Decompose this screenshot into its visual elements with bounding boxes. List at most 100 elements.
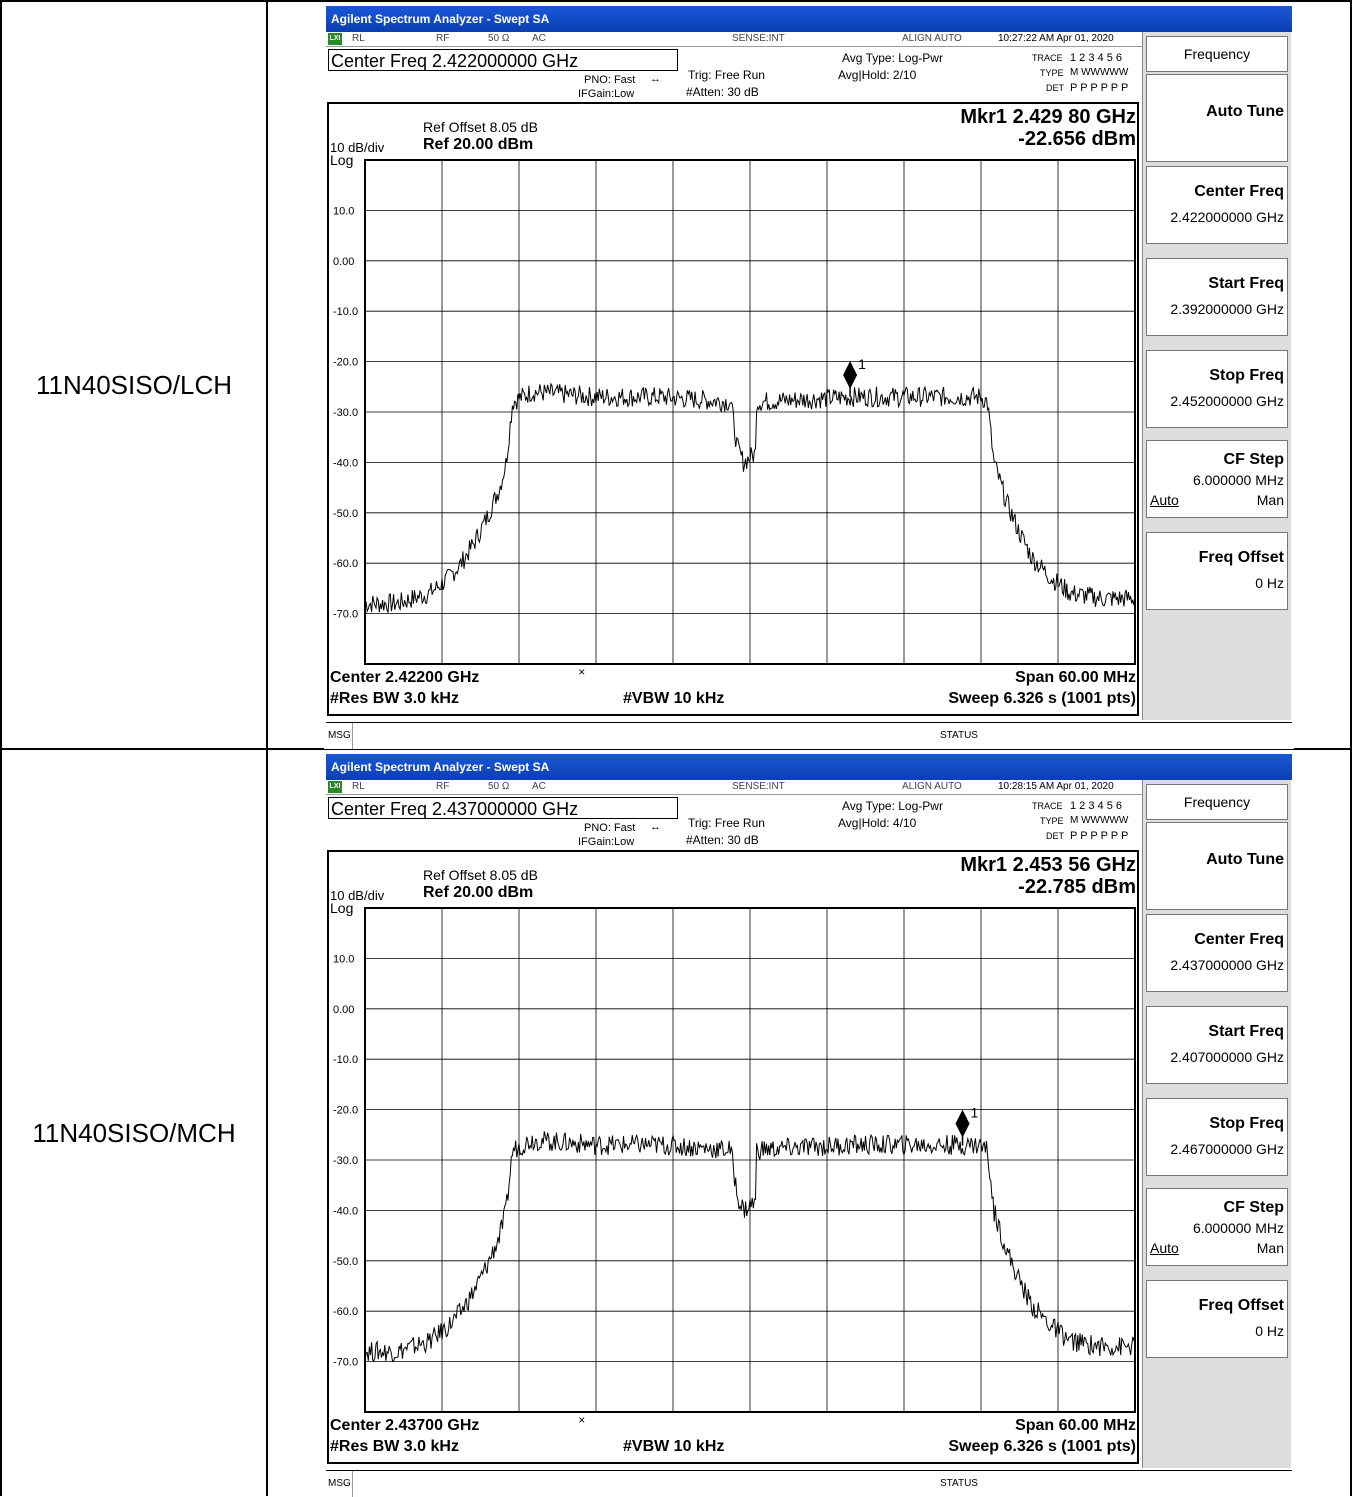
start-freq-button[interactable]: Start Freq 2.392000000 GHz [1146, 258, 1288, 336]
cf-step-key-value: 6.000000 MHz [1192, 1220, 1284, 1236]
align-label: ALIGN AUTO [902, 33, 962, 44]
center-freq-key-value: 2.437000000 GHz [1170, 957, 1284, 973]
avg-type-label: Avg Type: Log-Pwr [842, 799, 943, 813]
footer-sweep: Sweep 6.326 s (1001 pts) [948, 1438, 1136, 1455]
ifgain-label: IFGain:Low [578, 88, 635, 100]
marker-amplitude: -22.656 dBm [1018, 128, 1136, 150]
cf-step-button[interactable]: CF Step 6.000000 MHz Auto Man [1146, 440, 1288, 518]
atten-label: #Atten: 30 dB [686, 833, 759, 847]
center-freq-display[interactable]: Center Freq 2.422000000 GHz [328, 49, 678, 71]
softkey-menu-title: Frequency [1146, 784, 1288, 820]
rf-label: RF [436, 33, 450, 44]
type-value: M WWWWW [1070, 815, 1129, 826]
y-tick-label: -60.0 [333, 558, 358, 570]
impedance-label: 50 Ω [488, 781, 510, 792]
ref-offset-label: Ref Offset 8.05 dB [423, 119, 538, 135]
auto-tune-label: Auto Tune [1206, 103, 1284, 120]
lxi-icon: LXI [328, 33, 342, 45]
cf-step-button[interactable]: CF Step 6.000000 MHz Auto Man [1146, 1188, 1288, 1266]
footer-center: Center 2.42200 GHz [330, 669, 480, 686]
start-freq-key-label: Start Freq [1208, 275, 1284, 292]
cf-step-key-label: CF Step [1223, 1199, 1284, 1216]
footer-vbw: #VBW 10 kHz [623, 1438, 725, 1455]
scale-label: 10 dB/div [330, 140, 385, 155]
center-freq-button[interactable]: Center Freq 2.422000000 GHz [1146, 166, 1288, 244]
spectrum-chart: 10.0 0.00 -10.0 -20.0 -30.0 -40.0 -50.0 -60.0 -7… [333, 159, 1136, 679]
table-border-left [0, 0, 2, 1496]
center-freq-display[interactable]: Center Freq 2.437000000 GHz [328, 797, 678, 819]
freq-offset-key-label: Freq Offset [1198, 549, 1284, 566]
stop-freq-key-label: Stop Freq [1209, 367, 1284, 384]
trace-label: TRACE [1032, 801, 1063, 811]
stop-freq-key-value: 2.467000000 GHz [1170, 1141, 1284, 1157]
atten-label: #Atten: 30 dB [686, 85, 759, 99]
ref-level-label: Ref 20.00 dBm [423, 884, 534, 901]
center-freq-key-label: Center Freq [1194, 183, 1284, 200]
y-tick-label: -60.0 [333, 1306, 358, 1318]
center-freq-button[interactable]: Center Freq 2.437000000 GHz [1146, 914, 1288, 992]
msg-label: MSG [328, 1478, 351, 1489]
spectrum-trace [364, 1131, 1136, 1363]
det-value: P P P P P P [1070, 82, 1129, 94]
datetime-label: 10:28:15 AM Apr 01, 2020 [998, 781, 1114, 792]
table-border-mid [0, 748, 1352, 750]
ref-offset-label: Ref Offset 8.05 dB [423, 867, 538, 883]
msg-label: MSG [328, 730, 351, 741]
start-freq-button[interactable]: Start Freq 2.407000000 GHz [1146, 1006, 1288, 1084]
marker-frequency: Mkr1 2.453 56 GHz [960, 854, 1136, 876]
table-border-right [1350, 0, 1352, 1496]
stop-freq-button[interactable]: Stop Freq 2.467000000 GHz [1146, 1098, 1288, 1176]
cf-step-man[interactable]: Man [1256, 1240, 1284, 1256]
y-tick-label: 10.0 [333, 205, 354, 217]
plot-area: Ref Offset 8.05 dB Ref 20.00 dBm 10 dB/d… [327, 850, 1139, 1464]
freq-offset-button[interactable]: Freq Offset 0 Hz [1146, 532, 1288, 610]
status-bar: LXI RL RF 50 Ω AC SENSE:INT ALIGN AUTO 1… [326, 32, 1142, 47]
y-tick-label: -10.0 [333, 1054, 358, 1066]
avg-hold-label: Avg|Hold: 2/10 [838, 68, 917, 82]
y-tick-label: -50.0 [333, 508, 358, 520]
status-label: STATUS [940, 730, 978, 741]
start-freq-key-value: 2.392000000 GHz [1170, 301, 1284, 317]
spectrum-chart: 10.0 0.00 -10.0 -20.0 -30.0 -40.0 -50.0 -60.0 -7… [333, 907, 1136, 1427]
y-tick-label: -30.0 [333, 407, 358, 419]
marker-diamond-icon [955, 1109, 970, 1138]
stop-freq-button[interactable]: Stop Freq 2.452000000 GHz [1146, 350, 1288, 428]
window-title: Agilent Spectrum Analyzer - Swept SA [326, 754, 1292, 780]
y-tick-label: -10.0 [333, 306, 358, 318]
avg-hold-label: Avg|Hold: 4/10 [838, 816, 917, 830]
freq-offset-button[interactable]: Freq Offset 0 Hz [1146, 1280, 1288, 1358]
cf-step-auto[interactable]: Auto [1150, 492, 1179, 508]
type-label: TYPE [1040, 68, 1064, 78]
status-bar: LXI RL RF 50 Ω AC SENSE:INT ALIGN AUTO 1… [326, 780, 1142, 795]
y-tick-label: -40.0 [333, 1205, 358, 1217]
auto-tune-button[interactable]: Auto Tune [1146, 74, 1288, 162]
sense-label: SENSE:INT [732, 781, 785, 792]
trace-label: TRACE [1032, 53, 1063, 63]
start-freq-key-value: 2.407000000 GHz [1170, 1049, 1284, 1065]
message-bar: MSG STATUS [326, 722, 1292, 749]
table-border-top [0, 0, 1352, 2]
marker-amplitude: -22.785 dBm [1018, 876, 1136, 898]
cf-step-man[interactable]: Man [1256, 492, 1284, 508]
y-tick-label: -20.0 [333, 1105, 358, 1117]
footer-sweep: Sweep 6.326 s (1001 pts) [948, 690, 1136, 707]
row-label: 11N40SISO/MCH [32, 1118, 236, 1148]
softkey-panel: Frequency Auto Tune Center Freq 2.422000… [1142, 32, 1291, 720]
y-tick-label: -30.0 [333, 1155, 358, 1167]
type-value: M WWWWW [1070, 67, 1129, 78]
spectrum-analyzer-window: Agilent Spectrum Analyzer - Swept SA LXI… [324, 4, 1294, 749]
auto-tune-button[interactable]: Auto Tune [1146, 822, 1288, 910]
center-freq-key-label: Center Freq [1194, 931, 1284, 948]
center-freq-key-value: 2.422000000 GHz [1170, 209, 1284, 225]
sense-label: SENSE:INT [732, 33, 785, 44]
softkey-panel: Frequency Auto Tune Center Freq 2.437000… [1142, 780, 1291, 1468]
trig-label: Trig: Free Run [688, 816, 765, 830]
cf-step-key-value: 6.000000 MHz [1192, 472, 1284, 488]
table-border-col1 [266, 0, 268, 1496]
freq-offset-key-value: 0 Hz [1255, 575, 1284, 591]
trace-numbers: 1 2 3 4 5 6 [1070, 800, 1122, 812]
cf-step-auto[interactable]: Auto [1150, 1240, 1179, 1256]
status-label: STATUS [940, 1478, 978, 1489]
cf-step-key-label: CF Step [1223, 451, 1284, 468]
align-label: ALIGN AUTO [902, 781, 962, 792]
